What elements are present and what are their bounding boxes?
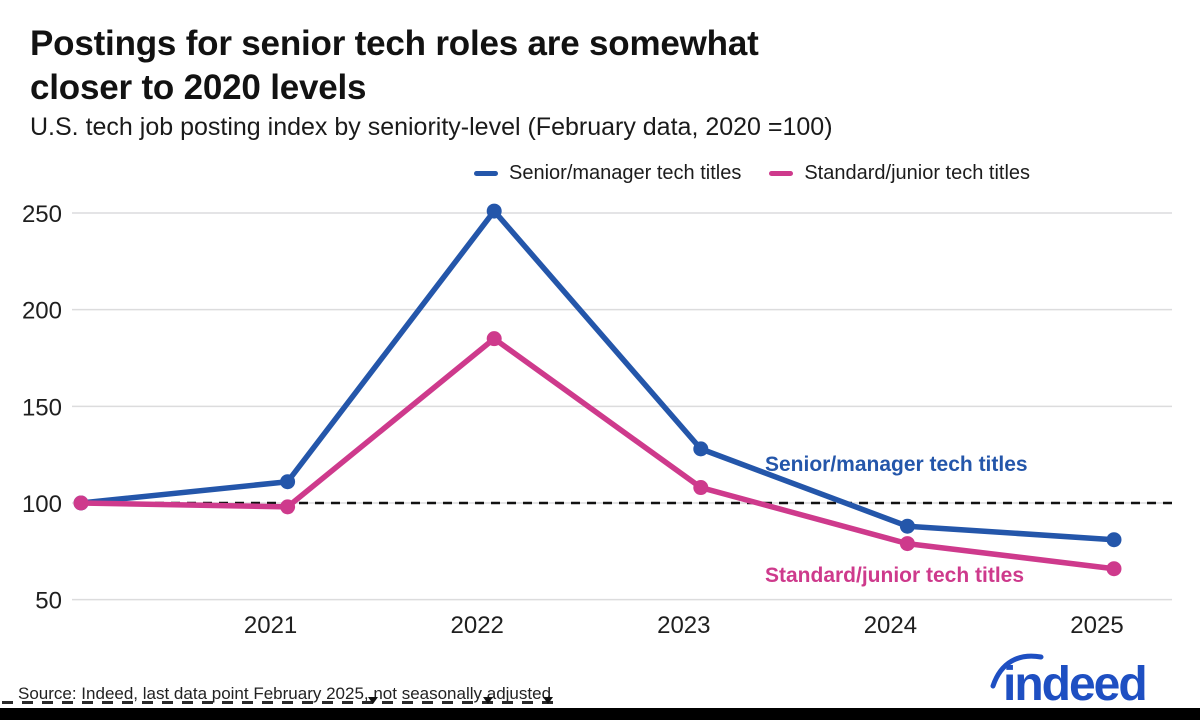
data-point <box>486 203 502 219</box>
legend-label: Standard/junior tech titles <box>804 162 1031 184</box>
line-chart: 50 100 150 200 250 2021 2022 2023 2024 2025 Senior… <box>22 201 1172 639</box>
data-point <box>899 518 915 534</box>
x-tick-label: 2024 <box>864 612 917 639</box>
data-point <box>280 474 296 490</box>
cursor-arrow-icon <box>543 697 553 704</box>
series-line <box>78 335 1117 572</box>
chart-subtitle: U.S. tech job posting index by seniority… <box>30 113 833 141</box>
y-tick-label: 50 <box>35 588 62 615</box>
indeed-logo: indeed <box>990 653 1148 708</box>
series-annotation: Standard/junior tech titles <box>765 564 1024 587</box>
data-point <box>693 441 709 457</box>
cursor-arrow-icon <box>483 697 493 704</box>
page-title: Postings for senior tech roles are somew… <box>30 22 759 110</box>
source-note: Source: Indeed, last data point February… <box>18 684 552 703</box>
data-point <box>899 536 915 552</box>
data-point <box>693 480 709 496</box>
data-point <box>486 331 502 347</box>
bottom-black-bar <box>0 708 1200 720</box>
cursor-arrow-icon <box>368 697 378 704</box>
y-tick-label: 250 <box>22 201 62 228</box>
data-point <box>73 495 89 511</box>
chart-legend: Senior/manager tech titles Standard/juni… <box>474 162 1030 185</box>
title-line-2: closer to 2020 levels <box>30 68 367 107</box>
senior-series-swatch-icon <box>474 171 498 176</box>
cropped-text-artifact <box>2 701 560 704</box>
y-tick-label: 100 <box>22 491 62 518</box>
indeed-logo-text: indeed <box>1003 658 1146 708</box>
x-tick-label: 2023 <box>657 612 710 639</box>
x-tick-label: 2021 <box>244 612 297 639</box>
legend-item-senior: Senior/manager tech titles <box>474 162 741 185</box>
series-annotation: Senior/manager tech titles <box>765 453 1028 476</box>
legend-item-standard: Standard/junior tech titles <box>769 162 1030 185</box>
y-tick-label: 200 <box>22 298 62 325</box>
series-line <box>78 208 1117 543</box>
data-point <box>1106 561 1122 577</box>
title-line-1: Postings for senior tech roles are somew… <box>30 24 759 63</box>
legend-label: Senior/manager tech titles <box>509 162 742 184</box>
data-point <box>1106 532 1122 548</box>
data-point <box>280 499 296 515</box>
x-tick-label: 2025 <box>1070 612 1123 639</box>
standard-series-swatch-icon <box>769 171 794 176</box>
x-tick-label: 2022 <box>451 612 504 639</box>
y-tick-label: 150 <box>22 394 62 421</box>
